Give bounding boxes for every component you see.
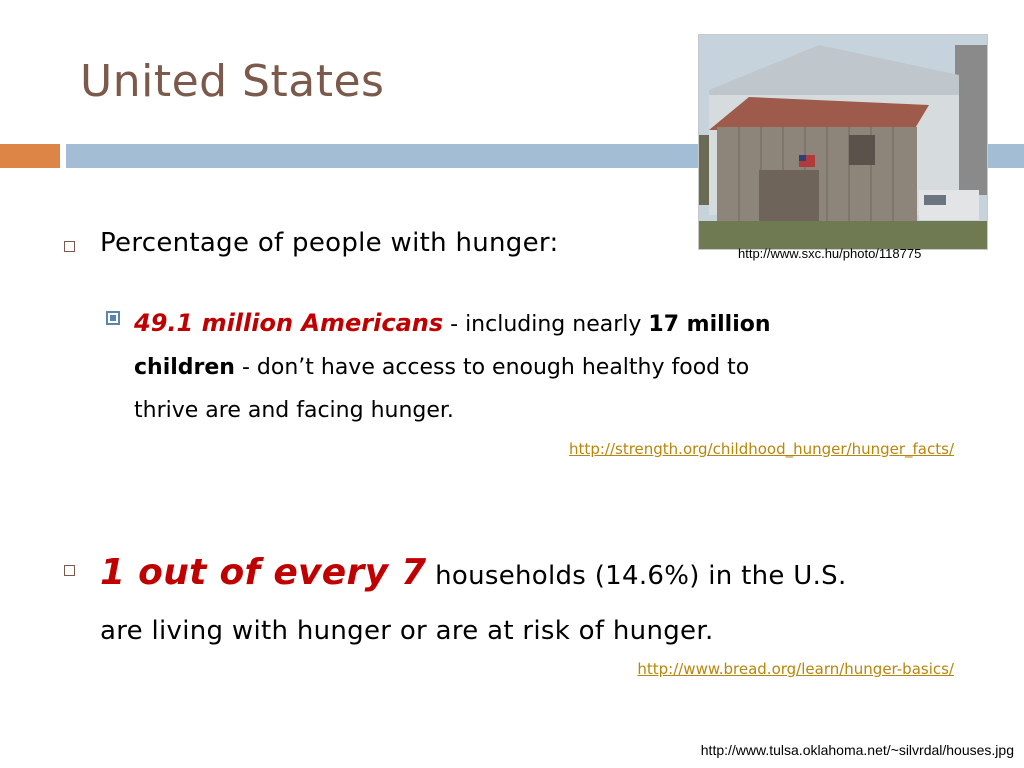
bullet-text: Percentage of people with hunger:	[100, 228, 559, 258]
sub-text-2: - don’t have access to enough healthy fo…	[234, 355, 750, 380]
footer-image-credit: http://www.tulsa.oklahoma.net/~silvrdal/…	[700, 742, 1014, 758]
emphasis-text: 1 out of every 7	[100, 552, 427, 593]
filled-square-bullet-icon	[106, 311, 120, 325]
bullet-households: 1 out of every 7 households (14.6%) in t…	[64, 545, 964, 659]
sub-text-3: thrive are and facing hunger.	[134, 398, 454, 423]
square-bullet-icon	[64, 241, 75, 252]
bread-org-link[interactable]: http://www.bread.org/learn/hunger-basics…	[637, 660, 954, 678]
barn-photo	[698, 34, 988, 250]
bullet2-text-1: households (14.6%) in the U.S.	[426, 561, 847, 591]
square-bullet-icon	[64, 565, 75, 576]
photo-credit: http://www.sxc.hu/photo/118775	[738, 246, 922, 261]
sub-text-1: - including nearly	[443, 312, 649, 337]
emphasis-text: 49.1 million Americans	[134, 309, 444, 337]
strength-org-link[interactable]: http://strength.org/childhood_hunger/hun…	[569, 440, 954, 458]
accent-bar-orange	[0, 144, 60, 168]
sub-bullet-americans: 49.1 million Americans - including nearl…	[106, 302, 886, 432]
slide-title: United States	[80, 56, 385, 107]
bold-text-2: children	[134, 355, 235, 380]
bold-text-1: 17 million	[648, 312, 771, 337]
bullet2-text-2: are living with hunger or are at risk of…	[100, 616, 714, 646]
